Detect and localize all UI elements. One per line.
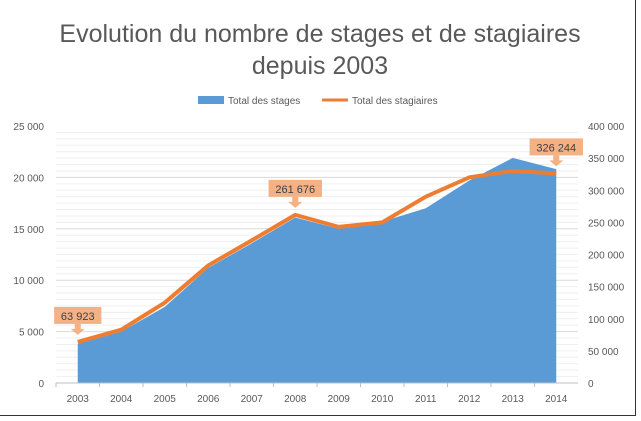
x-tick-label: 2013 [502,394,525,405]
x-tick-label: 2007 [241,394,264,405]
left-tick-label: 25 000 [13,122,44,133]
annotation-label: 63 923 [61,311,95,323]
legend-label-stagiaires: Total des stagiaires [352,96,438,107]
x-tick-label: 2009 [328,394,351,405]
left-tick-label: 0 [38,379,44,390]
right-tick-label: 0 [588,379,594,390]
right-tick-label: 150 000 [588,283,625,294]
right-tick-label: 400 000 [588,122,625,133]
right-tick-label: 250 000 [588,218,625,229]
left-tick-label: 20 000 [13,173,44,184]
x-tick-label: 2005 [154,394,177,405]
annotation-arrow [70,323,85,335]
left-tick-label: 5 000 [19,328,44,339]
x-tick-label: 2008 [284,394,307,405]
line-total-des-stagiaires [77,168,557,344]
right-tick-label: 200 000 [588,251,625,262]
x-tick-label: 2003 [67,394,90,405]
left-tick-label: 10 000 [13,276,44,287]
annotation-arrow [288,196,303,208]
chart-title-line2: depuis 2003 [252,52,388,80]
legend-swatch-stages [198,96,224,104]
x-tick-label: 2006 [197,394,220,405]
right-tick-label: 50 000 [588,347,619,358]
annotation-arrow [549,155,564,167]
x-tick-label: 2012 [458,394,481,405]
right-tick-label: 350 000 [588,154,625,165]
x-tick-label: 2014 [545,394,568,405]
annotation-label: 326 244 [536,142,576,154]
annotation-label: 261 676 [275,184,315,196]
annotation-box [268,179,322,197]
right-tick-label: 300 000 [588,186,625,197]
right-tick-label: 100 000 [588,315,625,326]
area-total-des-stages [77,157,557,383]
x-tick-label: 2010 [371,394,394,405]
legend-label-stages: Total des stages [228,96,300,107]
annotation-box [54,306,102,324]
x-tick-label: 2011 [415,394,437,405]
legend: Total des stages Total des stagiaires [198,96,438,107]
left-tick-label: 15 000 [13,225,44,236]
annotation-box [529,138,583,156]
x-tick-label: 2004 [110,394,133,405]
chart-title-line1: Evolution du nombre de stages et de stag… [59,20,580,48]
